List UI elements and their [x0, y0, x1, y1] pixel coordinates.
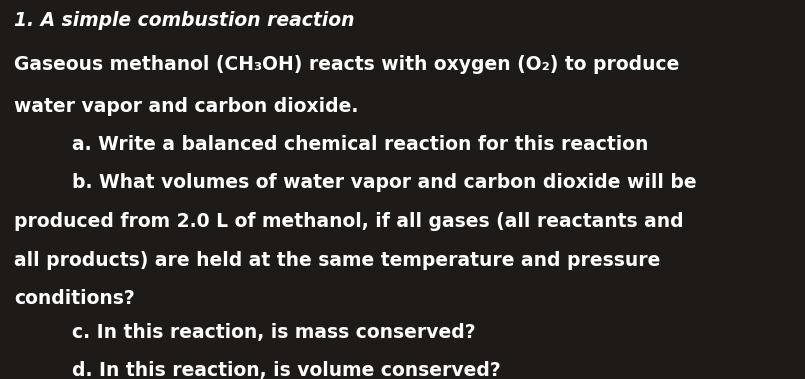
Text: 1. A simple combustion reaction: 1. A simple combustion reaction	[14, 11, 355, 30]
Text: a. Write a balanced chemical reaction for this reaction: a. Write a balanced chemical reaction fo…	[72, 135, 649, 153]
Text: all products) are held at the same temperature and pressure: all products) are held at the same tempe…	[14, 251, 661, 269]
Text: produced from 2.0 L of methanol, if all gases (all reactants and: produced from 2.0 L of methanol, if all …	[14, 212, 684, 231]
Text: b. What volumes of water vapor and carbon dioxide will be: b. What volumes of water vapor and carbo…	[72, 173, 697, 192]
Text: conditions?: conditions?	[14, 289, 135, 308]
Text: c. In this reaction, is mass conserved?: c. In this reaction, is mass conserved?	[72, 323, 476, 342]
Text: d. In this reaction, is volume conserved?: d. In this reaction, is volume conserved…	[72, 361, 502, 379]
Text: water vapor and carbon dioxide.: water vapor and carbon dioxide.	[14, 97, 359, 116]
Text: Gaseous methanol (CH₃OH) reacts with oxygen (O₂) to produce: Gaseous methanol (CH₃OH) reacts with oxy…	[14, 55, 680, 74]
